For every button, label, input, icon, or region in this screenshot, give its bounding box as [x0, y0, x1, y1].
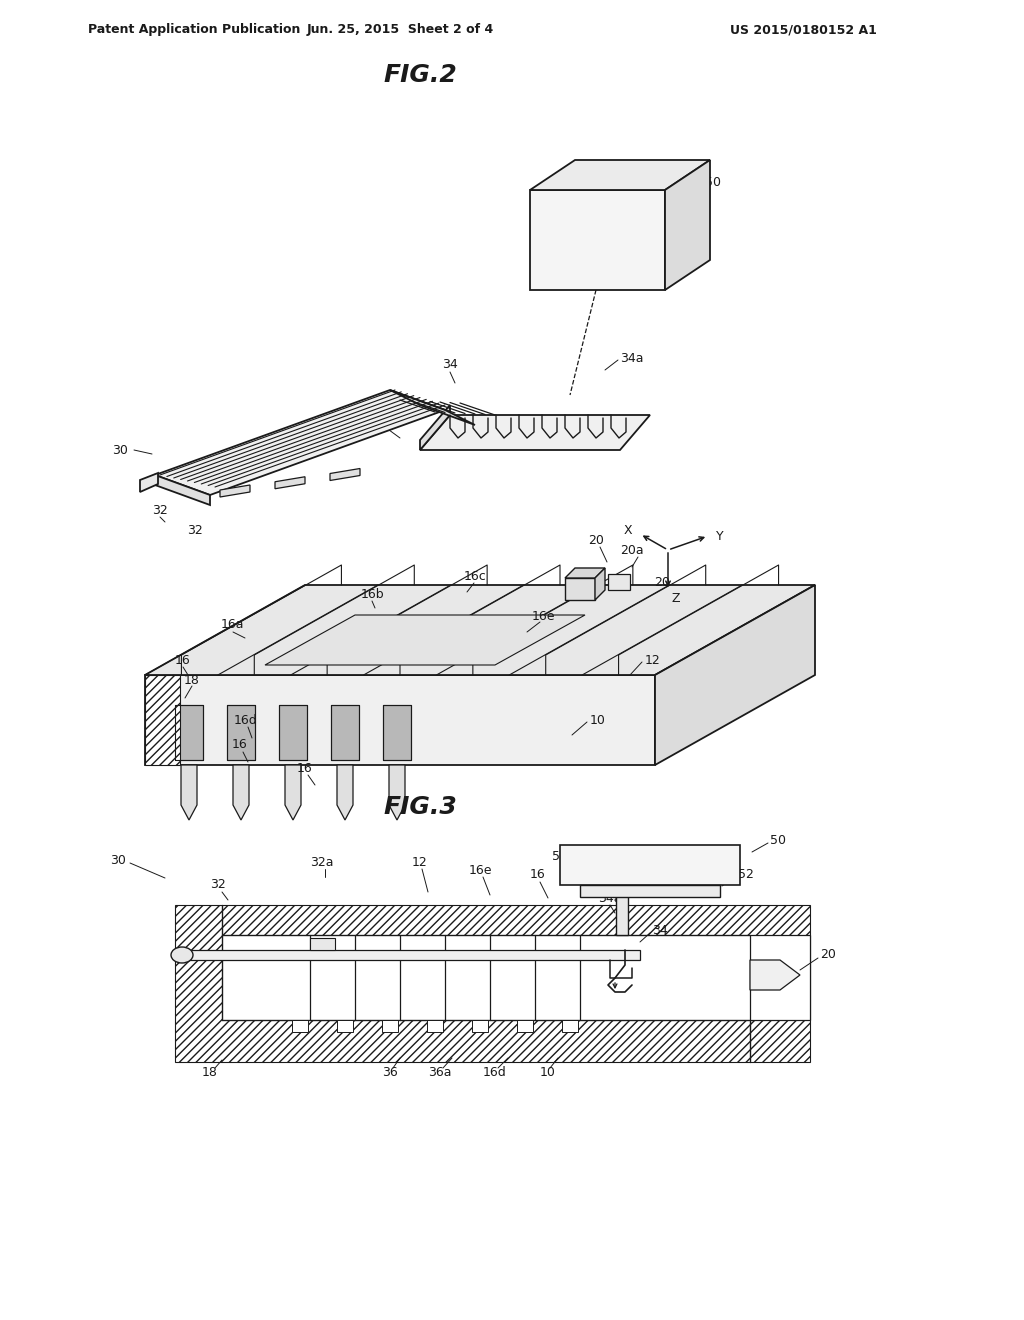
Text: 36a: 36a	[428, 1065, 452, 1078]
Polygon shape	[145, 585, 815, 675]
Polygon shape	[337, 766, 353, 820]
Text: 12: 12	[645, 653, 660, 667]
Polygon shape	[655, 585, 815, 766]
Polygon shape	[750, 935, 810, 1020]
Bar	[337, 1020, 353, 1032]
Text: 10: 10	[540, 1065, 556, 1078]
Text: 32a: 32a	[310, 855, 334, 869]
Bar	[517, 1020, 534, 1032]
Text: 16a: 16a	[220, 619, 244, 631]
Polygon shape	[580, 884, 720, 898]
Text: 32a: 32a	[250, 444, 273, 457]
Polygon shape	[608, 574, 630, 590]
Polygon shape	[181, 766, 197, 820]
Polygon shape	[665, 160, 710, 290]
Text: 18: 18	[184, 673, 200, 686]
Text: 16c: 16c	[464, 570, 486, 583]
Text: Patent Application Publication: Patent Application Publication	[88, 24, 300, 37]
Text: 34: 34	[652, 924, 668, 936]
Text: 16: 16	[530, 869, 546, 882]
Text: 54: 54	[552, 850, 568, 863]
Text: 12: 12	[412, 855, 428, 869]
Polygon shape	[565, 568, 605, 578]
Polygon shape	[175, 906, 810, 1063]
Text: 50: 50	[770, 833, 786, 846]
Polygon shape	[220, 484, 250, 498]
Polygon shape	[145, 675, 655, 766]
Polygon shape	[331, 705, 359, 760]
Polygon shape	[595, 568, 605, 601]
Polygon shape	[383, 705, 411, 760]
Text: Z: Z	[672, 591, 680, 605]
Text: US 2015/0180152 A1: US 2015/0180152 A1	[730, 24, 877, 37]
Text: 50: 50	[705, 176, 721, 189]
Text: 34a: 34a	[598, 891, 622, 904]
Polygon shape	[420, 414, 650, 450]
Polygon shape	[175, 705, 203, 760]
Text: 52: 52	[738, 869, 754, 882]
Text: 34: 34	[442, 359, 458, 371]
Text: 20: 20	[654, 576, 670, 589]
Bar	[292, 1020, 308, 1032]
Polygon shape	[233, 766, 249, 820]
Text: Y: Y	[716, 529, 724, 543]
Polygon shape	[389, 766, 406, 820]
Text: FIG.3: FIG.3	[383, 795, 457, 818]
Polygon shape	[175, 950, 640, 960]
Polygon shape	[279, 705, 307, 760]
Polygon shape	[275, 477, 305, 488]
Ellipse shape	[171, 946, 193, 964]
Bar	[472, 1020, 488, 1032]
Polygon shape	[616, 870, 628, 935]
Polygon shape	[390, 389, 475, 425]
Text: 30: 30	[112, 444, 128, 457]
Polygon shape	[155, 389, 445, 495]
Polygon shape	[565, 578, 595, 601]
Polygon shape	[222, 935, 750, 1020]
Text: 36: 36	[382, 1065, 398, 1078]
Polygon shape	[155, 475, 210, 506]
Text: 16d: 16d	[483, 1065, 507, 1078]
Text: 20: 20	[614, 854, 630, 866]
Text: 18: 18	[202, 1065, 218, 1078]
Text: 32: 32	[153, 503, 168, 516]
Polygon shape	[265, 615, 585, 665]
Text: 16: 16	[175, 653, 190, 667]
Polygon shape	[330, 469, 360, 480]
Text: 16e: 16e	[468, 863, 492, 876]
Text: 34a: 34a	[620, 351, 643, 364]
Polygon shape	[750, 960, 800, 990]
Text: 20: 20	[588, 533, 604, 546]
Polygon shape	[530, 190, 665, 290]
Polygon shape	[140, 473, 158, 492]
Polygon shape	[227, 705, 255, 760]
Polygon shape	[145, 675, 180, 766]
Text: 10: 10	[590, 714, 606, 726]
Polygon shape	[560, 845, 740, 884]
Text: 20a: 20a	[660, 863, 684, 876]
Polygon shape	[285, 766, 301, 820]
Bar	[427, 1020, 443, 1032]
Text: 36: 36	[480, 416, 496, 429]
Text: 16: 16	[297, 762, 313, 775]
Text: 20: 20	[820, 949, 836, 961]
Text: 16b: 16b	[360, 587, 384, 601]
Text: 16e: 16e	[531, 610, 555, 623]
Polygon shape	[420, 405, 450, 450]
Text: 32: 32	[187, 524, 203, 536]
Text: 16: 16	[232, 738, 248, 751]
Text: X: X	[624, 524, 632, 536]
Text: 32: 32	[210, 879, 226, 891]
Text: Jun. 25, 2015  Sheet 2 of 4: Jun. 25, 2015 Sheet 2 of 4	[306, 24, 494, 37]
Text: FIG.2: FIG.2	[383, 63, 457, 87]
Text: 36a: 36a	[374, 413, 396, 426]
Text: 20a: 20a	[621, 544, 644, 557]
Bar	[382, 1020, 398, 1032]
Bar	[562, 1020, 578, 1032]
Text: 16d: 16d	[234, 714, 258, 726]
Polygon shape	[530, 160, 710, 190]
Polygon shape	[310, 939, 335, 950]
Text: 30: 30	[110, 854, 126, 866]
